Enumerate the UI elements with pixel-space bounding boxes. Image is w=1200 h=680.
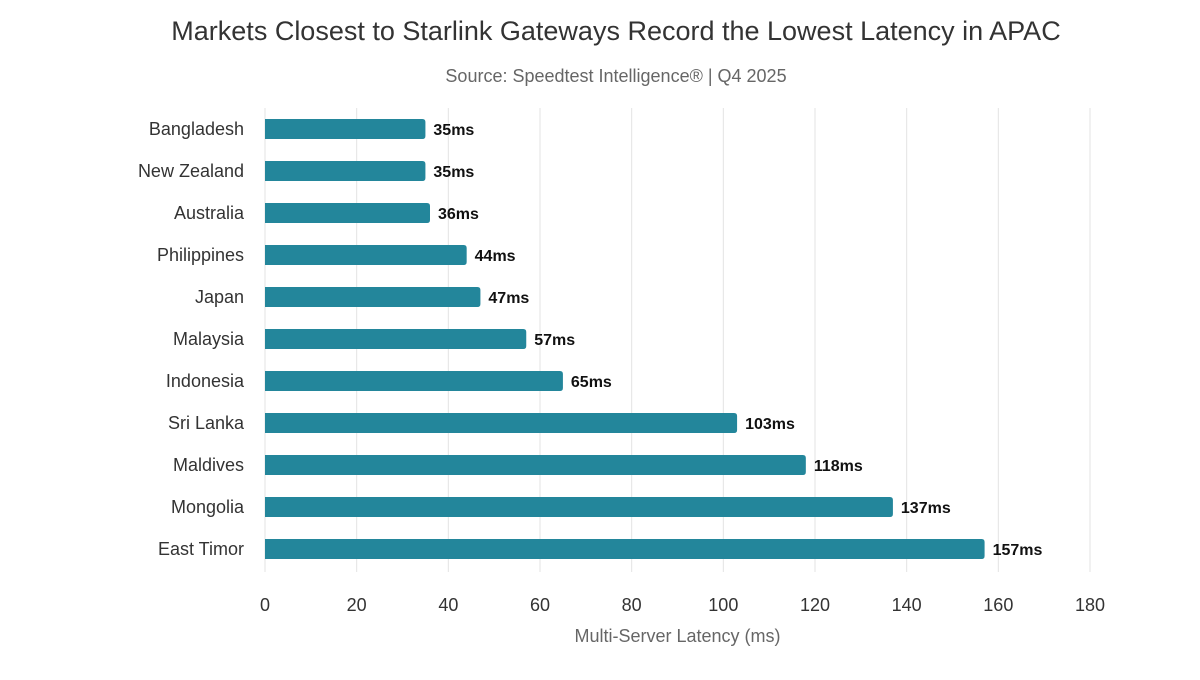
x-tick-label: 140: [892, 595, 922, 615]
bar: [265, 329, 527, 349]
bar: [265, 539, 985, 559]
data-label: 65ms: [571, 374, 612, 391]
data-label: 118ms: [814, 458, 863, 475]
bar: [265, 161, 426, 181]
y-tick-label: Australia: [174, 203, 245, 223]
x-tick-label: 160: [983, 595, 1013, 615]
data-label: 36ms: [438, 206, 479, 223]
x-tick-label: 80: [622, 595, 642, 615]
data-label: 35ms: [433, 122, 474, 139]
y-tick-label: Mongolia: [171, 497, 245, 517]
x-tick-label: 20: [347, 595, 367, 615]
y-tick-label: Japan: [195, 287, 244, 307]
data-label: 137ms: [901, 500, 951, 517]
y-tick-label: New Zealand: [138, 161, 244, 181]
x-tick-label: 0: [260, 595, 270, 615]
x-tick-label: 100: [708, 595, 738, 615]
y-tick-label: Maldives: [173, 455, 244, 475]
data-label: 47ms: [488, 290, 529, 307]
chart-title: Markets Closest to Starlink Gateways Rec…: [171, 16, 1061, 46]
y-tick-label: Malaysia: [173, 329, 245, 349]
y-tick-label: Sri Lanka: [168, 413, 245, 433]
bar: [265, 287, 481, 307]
y-tick-label: Indonesia: [166, 371, 245, 391]
x-tick-label: 180: [1075, 595, 1105, 615]
data-label: 44ms: [475, 248, 516, 265]
bar: [265, 455, 806, 475]
bar: [265, 413, 738, 433]
x-axis-label: Multi-Server Latency (ms): [574, 626, 781, 646]
bar: [265, 245, 467, 265]
x-tick-label: 40: [438, 595, 458, 615]
y-tick-label: East Timor: [158, 539, 244, 559]
chart-subtitle: Source: Speedtest Intelligence® | Q4 202…: [445, 66, 787, 86]
data-label: 103ms: [745, 416, 795, 433]
data-label: 57ms: [534, 332, 575, 349]
y-tick-label: Bangladesh: [149, 119, 244, 139]
x-tick-label: 60: [530, 595, 550, 615]
bar: [265, 203, 430, 223]
bar: [264, 371, 563, 391]
bar: [265, 119, 426, 139]
data-label: 35ms: [433, 164, 474, 181]
data-label: 157ms: [993, 542, 1043, 559]
bar: [265, 497, 893, 517]
x-tick-label: 120: [800, 595, 830, 615]
y-tick-label: Philippines: [157, 245, 244, 265]
